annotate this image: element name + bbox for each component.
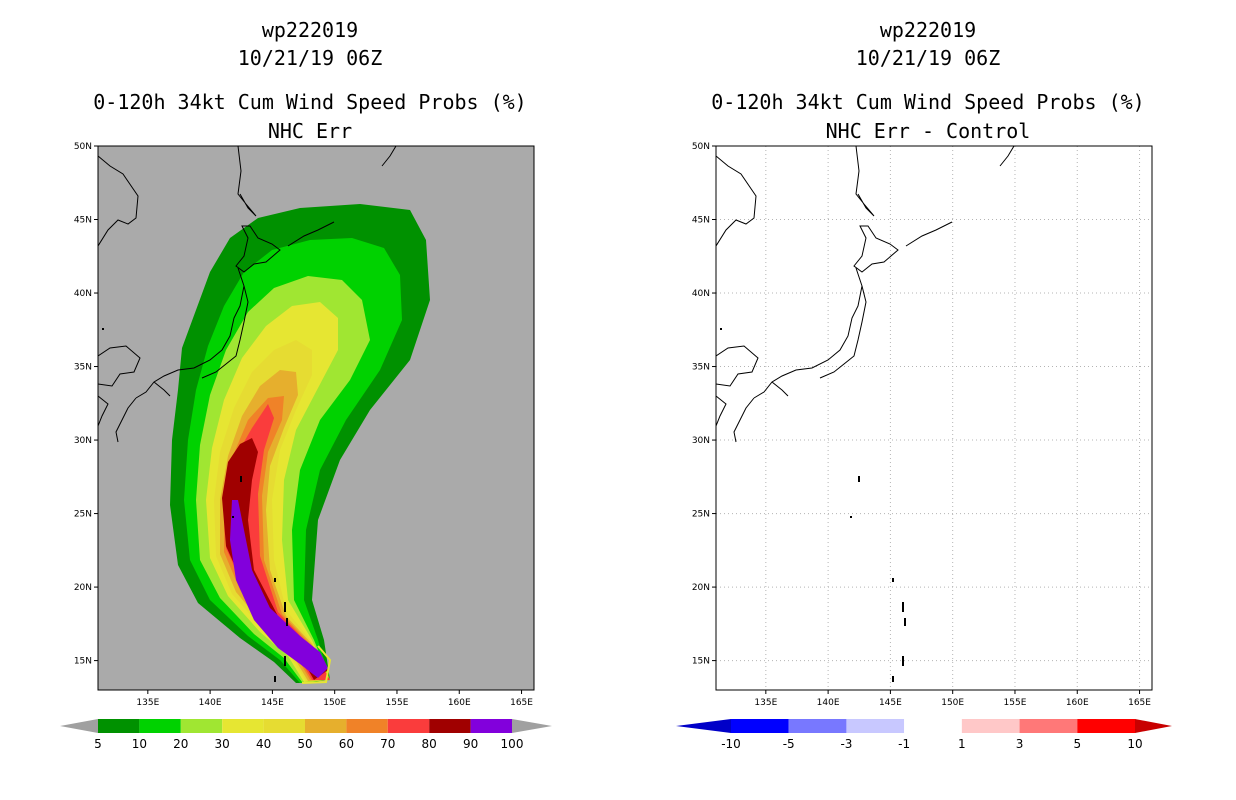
colorbar1-segment xyxy=(470,719,512,733)
panel2-subtitle: NHC Err - Control xyxy=(825,119,1031,143)
lon-label: 135E xyxy=(136,698,159,708)
lon-label: 160E xyxy=(1066,698,1089,708)
panel1-storm-id: wp222019 xyxy=(261,18,359,42)
colorbar1-segment xyxy=(429,719,471,733)
colorbar2-segment xyxy=(1077,719,1135,733)
colorbar1-label: 100 xyxy=(501,737,524,751)
colorbar2-segment xyxy=(731,719,789,733)
colorbar1-segment xyxy=(346,719,388,733)
lat-label: 40N xyxy=(74,289,92,299)
lat-label: 50N xyxy=(692,142,710,152)
colorbar1-label: 30 xyxy=(215,737,230,751)
colorbar1-label: 70 xyxy=(380,737,395,751)
colorbar2-label: -10 xyxy=(721,737,741,751)
colorbar1-label: 90 xyxy=(463,737,478,751)
lon-label: 155E xyxy=(1004,698,1027,708)
panel2-storm-id: wp222019 xyxy=(879,18,977,42)
contour-90 xyxy=(230,500,328,678)
colorbar1-label: 20 xyxy=(173,737,188,751)
contour-80 xyxy=(222,438,328,680)
lat-label: 30N xyxy=(692,436,710,446)
panel2-map: 50N 45N 40N 35N 30N 25N 20N 15N 135E 140E 145E 150E… xyxy=(692,142,1153,708)
colorbar1-label: 50 xyxy=(297,737,312,751)
lat-label: 45N xyxy=(692,216,710,226)
lat-label: 30N xyxy=(74,436,92,446)
colorbar2-segment xyxy=(1019,719,1078,733)
colorbar2-over-arrow xyxy=(1135,719,1172,733)
panel2-frame xyxy=(715,145,1153,691)
lat-label: 45N xyxy=(74,216,92,226)
panel2-product: 0-120h 34kt Cum Wind Speed Probs (%) xyxy=(711,90,1145,114)
colorbar2-label: -3 xyxy=(840,737,852,751)
colorbar2-label: 1 xyxy=(958,737,966,751)
lat-label: 25N xyxy=(74,510,92,520)
panel2-background xyxy=(716,146,1152,690)
colorbar1-label: 5 xyxy=(94,737,102,751)
panel1-colorbar: 5 10 20 30 40 50 60 70 80 90 100 xyxy=(60,719,552,751)
lat-label: 35N xyxy=(74,363,92,373)
lon-label: 140E xyxy=(199,698,222,708)
colorbar1-segment xyxy=(139,719,181,733)
panel1-product: 0-120h 34kt Cum Wind Speed Probs (%) xyxy=(93,90,527,114)
colorbar1-segment xyxy=(305,719,347,733)
lat-label: 50N xyxy=(74,142,92,152)
colorbar1-segment xyxy=(180,719,223,733)
lat-label: 40N xyxy=(692,289,710,299)
colorbar1-segment xyxy=(98,719,140,733)
colorbar2-segment xyxy=(788,719,847,733)
colorbar1-label: 40 xyxy=(256,737,271,751)
colorbar2-segment xyxy=(846,719,905,733)
panel2-colorbar: -10 -5 -3 -1 1 3 5 10 xyxy=(676,719,1172,751)
lat-label: 15N xyxy=(74,657,92,667)
colorbar1-segment xyxy=(263,719,305,733)
colorbar2-label: 3 xyxy=(1016,737,1024,751)
panel2-axes: 50N 45N 40N 35N 30N 25N 20N 15N 135E 140E 145E 150E… xyxy=(692,142,1151,708)
lat-label: 35N xyxy=(692,363,710,373)
lat-label: 20N xyxy=(74,583,92,593)
contour-100 xyxy=(301,645,332,684)
panel1-axes: 50N 45N 40N 35N 30N 25N 20N 15N 135E 140E 145E 150E… xyxy=(74,142,533,708)
lon-label: 135E xyxy=(754,698,777,708)
colorbar2-segment xyxy=(961,719,1020,733)
lat-label: 15N xyxy=(692,657,710,667)
lon-label: 150E xyxy=(941,698,964,708)
colorbar1-label: 10 xyxy=(132,737,147,751)
lat-label: 20N xyxy=(692,583,710,593)
lon-label: 140E xyxy=(817,698,840,708)
panel1-datetime: 10/21/19 06Z xyxy=(237,46,383,70)
lat-label: 25N xyxy=(692,510,710,520)
lon-label: 165E xyxy=(1128,698,1151,708)
lon-label: 145E xyxy=(261,698,284,708)
panel2-datetime: 10/21/19 06Z xyxy=(855,46,1001,70)
panel1-subtitle: NHC Err xyxy=(267,119,353,143)
colorbar2-label: 10 xyxy=(1127,737,1142,751)
lon-label: 155E xyxy=(386,698,409,708)
lon-label: 165E xyxy=(510,698,533,708)
lon-label: 150E xyxy=(323,698,346,708)
colorbar1-over-arrow xyxy=(512,719,552,733)
colorbar1-segment xyxy=(222,719,264,733)
lon-label: 145E xyxy=(879,698,902,708)
colorbar2-label: -1 xyxy=(898,737,910,751)
colorbar2-label: -5 xyxy=(783,737,795,751)
colorbar2-segment xyxy=(904,719,962,733)
lon-label: 160E xyxy=(448,698,471,708)
panel1-map: 50N 45N 40N 35N 30N 25N 20N 15N 135E 140E 145E 150E… xyxy=(74,142,535,708)
panel1-frame xyxy=(97,145,535,691)
colorbar1-label: 80 xyxy=(422,737,437,751)
colorbar1-segment xyxy=(387,719,430,733)
colorbar1-label: 60 xyxy=(339,737,354,751)
colorbar2-under-arrow xyxy=(676,719,731,733)
colorbar1-under-arrow xyxy=(60,719,98,733)
panel2-gridlines xyxy=(716,146,1152,690)
colorbar2-label: 5 xyxy=(1073,737,1081,751)
probability-contours xyxy=(98,146,430,684)
